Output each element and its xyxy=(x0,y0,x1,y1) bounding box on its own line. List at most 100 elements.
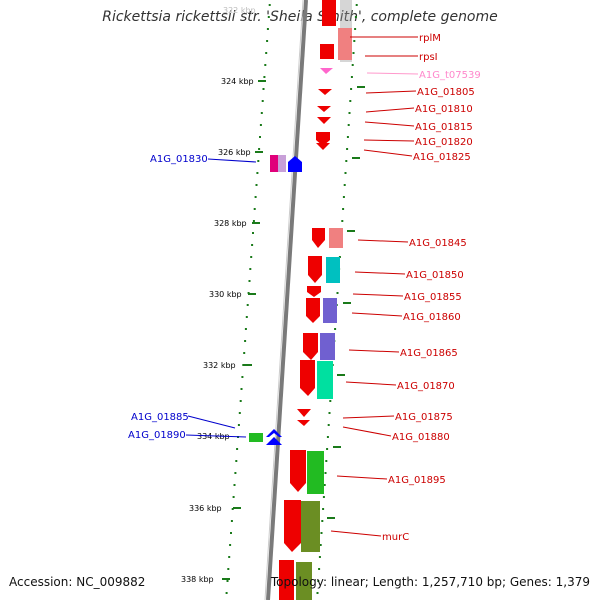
gene-label[interactable]: A1G_01825 xyxy=(413,152,471,163)
ruler-dot xyxy=(243,352,246,354)
gene-cds[interactable] xyxy=(316,132,330,146)
gene-trna[interactable] xyxy=(320,68,333,74)
ruler-dot xyxy=(240,388,243,390)
ruler-dot xyxy=(341,220,344,222)
ruler-dot xyxy=(263,76,266,78)
label-leaders-left xyxy=(185,158,257,438)
gene-cds-left[interactable] xyxy=(278,155,286,172)
gene-label[interactable]: A1G_01870 xyxy=(397,381,455,392)
ruler: 322 kbp 324 kbp 326 kbp 328 kbp 330 kbp … xyxy=(181,6,266,584)
right-track-ticks xyxy=(327,86,365,519)
ruler-dot xyxy=(251,244,254,246)
gene-cds[interactable] xyxy=(316,143,330,150)
ruler-dot xyxy=(349,100,352,102)
ruler-dot xyxy=(317,580,320,582)
ruler-dot xyxy=(232,496,235,498)
ruler-dots-left xyxy=(225,4,271,594)
gene-labels-left: A1G_01830 A1G_01885 A1G_01890 xyxy=(128,154,208,441)
gene-cds[interactable] xyxy=(303,333,318,360)
ruler-dot xyxy=(350,88,353,90)
ruler-dot xyxy=(244,340,247,342)
gene-label[interactable]: A1G_01855 xyxy=(404,292,462,303)
gene-label[interactable]: A1G_01805 xyxy=(417,87,475,98)
ruler-dot xyxy=(322,508,325,510)
gene-cds[interactable] xyxy=(300,360,315,396)
gene-label[interactable]: A1G_01845 xyxy=(409,238,467,249)
gene-cds[interactable] xyxy=(306,298,320,323)
ruler-dot xyxy=(326,448,329,450)
ruler-dot xyxy=(342,196,345,198)
ruler-tick-label: 332 kbp xyxy=(203,361,236,370)
ruler-dot xyxy=(262,88,265,90)
gene-label[interactable]: A1G_01820 xyxy=(415,137,473,148)
ruler-dot xyxy=(267,16,270,18)
gene-label[interactable]: rpsI xyxy=(419,52,438,63)
gene-cds[interactable] xyxy=(307,286,321,297)
ruler-dot xyxy=(347,124,350,126)
ruler-dot xyxy=(355,4,358,6)
ruler-dot xyxy=(259,136,261,138)
gene-label[interactable]: A1G_01875 xyxy=(395,412,453,423)
gene-cds[interactable] xyxy=(322,0,336,26)
gene-label[interactable]: A1G_01810 xyxy=(415,104,473,115)
gene-label[interactable]: A1G_t07539 xyxy=(419,70,481,81)
gene-highlight[interactable] xyxy=(266,437,282,445)
gene-annotation-bar xyxy=(323,298,337,323)
gene-label[interactable]: A1G_01860 xyxy=(403,312,461,323)
ruler-dot xyxy=(257,160,260,162)
gene-cds[interactable] xyxy=(284,500,301,552)
gene-cds[interactable] xyxy=(320,44,334,59)
ruler-tick-label: 324 kbp xyxy=(221,77,254,86)
gene-cds[interactable] xyxy=(312,228,325,248)
ruler-dot xyxy=(242,364,245,366)
ruler-dot xyxy=(254,196,257,198)
gene-cds[interactable] xyxy=(317,106,331,112)
ruler-dot xyxy=(252,232,254,234)
gene-annotation-bar xyxy=(296,562,312,600)
gene-label[interactable]: A1G_01815 xyxy=(415,122,473,133)
gene-label[interactable]: A1G_01895 xyxy=(388,475,446,486)
gene-cds[interactable] xyxy=(318,89,332,95)
ruler-dot xyxy=(318,568,321,570)
gene-label[interactable]: A1G_01865 xyxy=(400,348,458,359)
gene-cds-left[interactable] xyxy=(249,433,263,442)
ruler-dot xyxy=(266,28,269,30)
ruler-dot xyxy=(354,16,357,18)
ruler-dot xyxy=(350,76,353,78)
ruler-dot xyxy=(351,64,354,66)
ruler-dot xyxy=(346,136,349,138)
gene-label[interactable]: A1G_01830 xyxy=(150,154,208,165)
gene-cds[interactable] xyxy=(297,409,311,417)
gene-highlight[interactable] xyxy=(266,429,282,437)
gene-label[interactable]: A1G_01890 xyxy=(128,430,186,441)
ruler-dot xyxy=(354,28,357,30)
ruler-tick xyxy=(255,151,263,153)
gene-annotation-bar xyxy=(317,361,333,399)
gene-cds[interactable] xyxy=(308,256,322,283)
gene-annotation-bar xyxy=(320,333,335,360)
ruler-tick xyxy=(244,364,252,366)
gene-label[interactable]: A1G_01850 xyxy=(406,270,464,281)
gene-label[interactable]: A1G_01885 xyxy=(131,412,189,423)
gene-highlight[interactable] xyxy=(288,156,302,172)
gene-cds[interactable] xyxy=(317,117,331,124)
gene-cds-left[interactable] xyxy=(270,155,278,172)
ruler-tick-label: 330 kbp xyxy=(209,290,242,299)
gene-cds[interactable] xyxy=(297,420,310,426)
gene-label[interactable]: A1G_01880 xyxy=(392,432,450,443)
ruler-dot xyxy=(225,592,228,594)
ruler-dot xyxy=(320,532,323,534)
ruler-dot xyxy=(264,64,267,66)
gene-label[interactable]: murC xyxy=(382,532,409,543)
ruler-dot xyxy=(236,448,239,450)
ruler-dot xyxy=(343,184,346,186)
ruler-dot xyxy=(328,412,331,414)
gene-cds[interactable] xyxy=(279,560,294,600)
ruler-dot xyxy=(256,172,259,174)
ruler-dot xyxy=(259,124,262,126)
gene-cds[interactable] xyxy=(290,450,306,492)
ruler-dot xyxy=(329,400,332,402)
ruler-dot xyxy=(226,580,229,582)
ruler-tick xyxy=(248,293,256,295)
gene-label[interactable]: rplM xyxy=(419,33,441,44)
